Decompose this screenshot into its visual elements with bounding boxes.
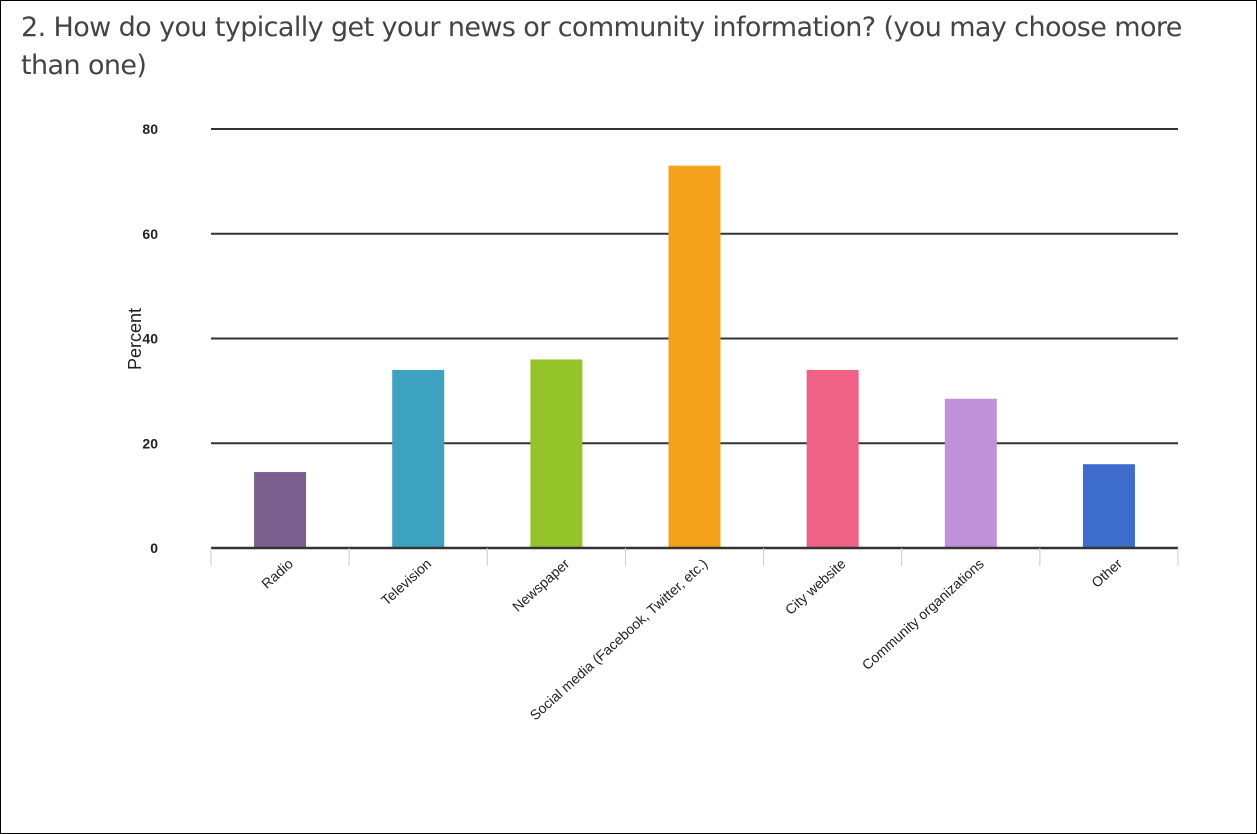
y-tick-label: 60 [142, 226, 158, 242]
y-tick-label: 40 [142, 331, 158, 347]
y-tick-label: 80 [142, 121, 158, 137]
x-category-label: Newspaper [509, 555, 573, 614]
bar-2 [530, 359, 583, 548]
x-category-label: Television [378, 555, 434, 608]
axes [210, 546, 1179, 566]
bar-0 [254, 472, 307, 548]
y-tick-label: 20 [142, 435, 158, 451]
x-category-label: Other [1088, 555, 1125, 591]
bar-4 [806, 369, 859, 548]
x-category-label: Community organizations [859, 555, 987, 673]
bar-5 [944, 398, 997, 548]
bar-6 [1082, 464, 1135, 548]
y-tick-label: 0 [150, 540, 158, 556]
chart-title: 2. How do you typically get your news or… [21, 12, 1182, 81]
y-axis-label: Percent [125, 308, 145, 370]
bars [254, 165, 1135, 548]
x-category-label: Radio [258, 555, 296, 592]
bar-1 [392, 369, 445, 548]
x-category-label: City website [782, 555, 849, 618]
bar-3 [668, 165, 721, 548]
